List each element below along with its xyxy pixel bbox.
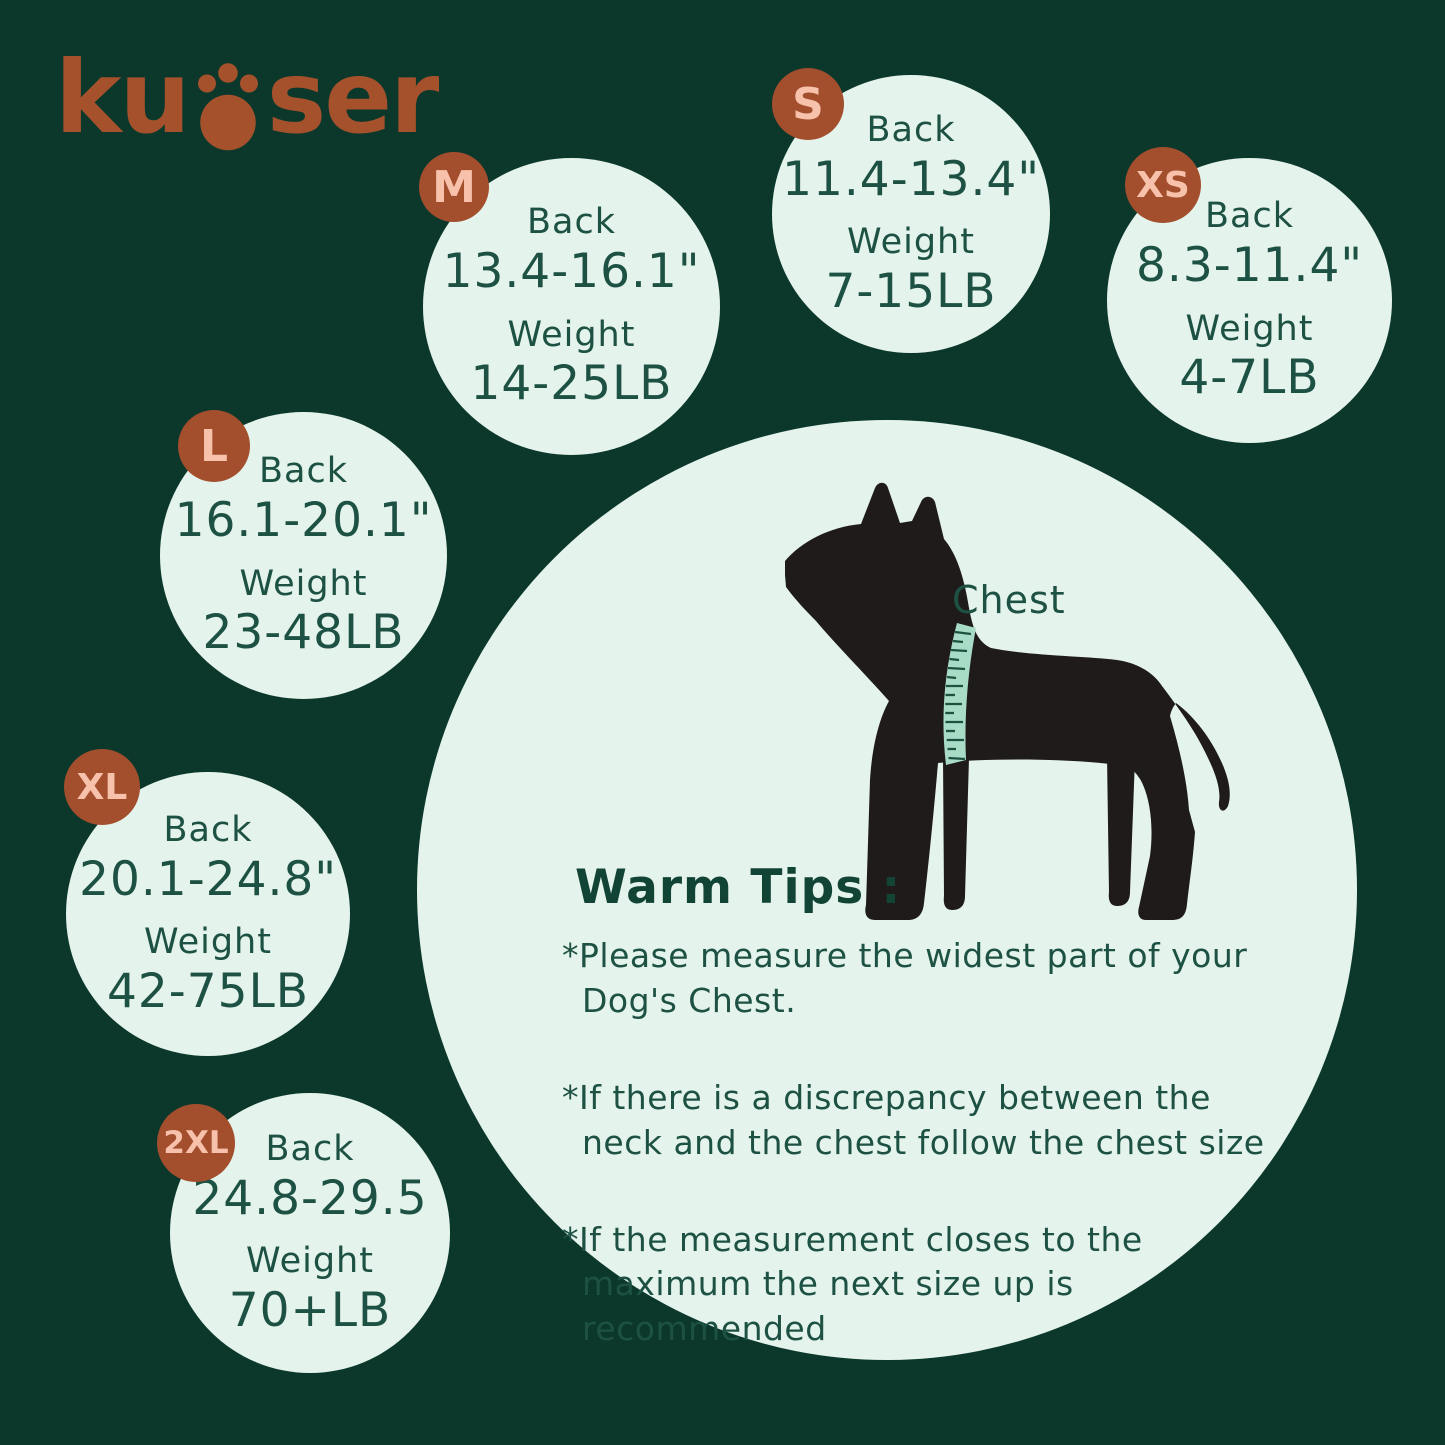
size-badge-m: M: [419, 152, 489, 222]
back-range: 8.3-11.4": [1136, 238, 1363, 294]
dog-body: [785, 482, 1230, 920]
weight-range: 7-15LB: [825, 263, 997, 319]
weight-label: Weight: [1185, 308, 1314, 349]
back-range: 24.8-29.5: [192, 1170, 428, 1226]
warm-tips-title: Warm Tips :: [575, 860, 902, 915]
size-badge-label: XL: [76, 766, 128, 808]
dog-silhouette: [785, 482, 1230, 920]
tape-ticks: [945, 630, 972, 761]
size-circle-xl: XL Back 20.1-24.8" Weight 42-75LB: [64, 749, 350, 1056]
weight-label: Weight: [246, 1241, 374, 1281]
warm-tips-list: *Please measure the widest part of your …: [562, 934, 1302, 1404]
size-badge-label: L: [199, 420, 229, 472]
back-label: Back: [265, 1128, 355, 1169]
back-range: 11.4-13.4": [782, 151, 1040, 207]
size-badge-label: XS: [1136, 164, 1190, 206]
weight-range: 4-7LB: [1179, 350, 1320, 406]
size-circle-2xl: 2XL Back 24.8-29.5 Weight 70+LB: [157, 1093, 450, 1373]
weight-label: Weight: [144, 922, 272, 962]
weight-label: Weight: [507, 314, 636, 355]
back-label: Back: [163, 809, 253, 850]
size-badge-2xl: 2XL: [157, 1104, 235, 1182]
back-label: Back: [527, 202, 616, 243]
back-label: Back: [1205, 196, 1294, 237]
brand-logo: ku ser: [55, 39, 440, 156]
size-circle-xs: XS Back 8.3-11.4" Weight 4-7LB: [1107, 147, 1392, 443]
size-badge-label: 2XL: [163, 1125, 229, 1161]
back-range: 20.1-24.8": [79, 851, 337, 907]
size-circle-l: L Back 16.1-20.1" Weight 23-48LB: [160, 410, 447, 699]
back-label: Back: [866, 109, 956, 150]
chest-label: Chest: [952, 578, 1066, 622]
weight-label: Weight: [239, 563, 368, 604]
weight-range: 70+LB: [228, 1282, 392, 1338]
warm-tip: *If the measurement closes to the maximu…: [562, 1219, 1143, 1349]
weight-label: Weight: [847, 222, 975, 262]
size-circle-m: M Back 13.4-16.1" Weight 14-25LB: [419, 152, 720, 455]
weight-range: 14-25LB: [470, 356, 673, 412]
size-badge-xl: XL: [64, 749, 140, 825]
size-badge-xs: XS: [1125, 147, 1201, 223]
size-badge-label: M: [432, 161, 476, 213]
size-badge-l: L: [178, 410, 250, 482]
back-range: 13.4-16.1": [442, 244, 701, 300]
logo-text-ser: ser: [266, 39, 440, 156]
weight-range: 42-75LB: [107, 963, 309, 1019]
size-badge-s: S: [772, 68, 844, 140]
size-badge-label: S: [792, 78, 824, 130]
warm-tip: *If there is a discrepancy between the n…: [562, 1077, 1265, 1162]
paw-icon: [197, 63, 258, 151]
back-range: 16.1-20.1": [174, 493, 433, 549]
dog-far-front-leg: [943, 756, 969, 910]
warm-tip: *Please measure the widest part of your …: [562, 936, 1248, 1020]
dog-far-rear-leg: [1107, 756, 1135, 906]
weight-range: 23-48LB: [202, 605, 405, 661]
back-label: Back: [259, 451, 348, 492]
size-circle-s: S Back 11.4-13.4" Weight 7-15LB: [772, 68, 1050, 353]
logo-text-ku: ku: [55, 39, 191, 156]
